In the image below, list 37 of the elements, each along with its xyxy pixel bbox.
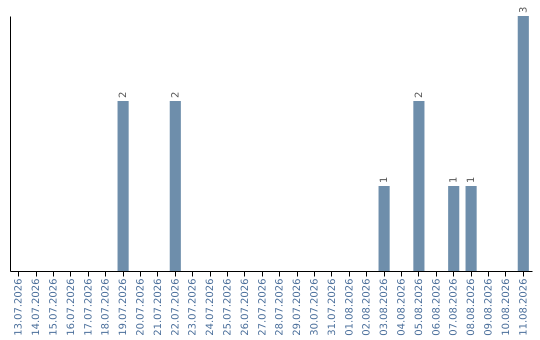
x-tick-label: 17.07.2026 (83, 278, 94, 336)
x-tick-label: 30.07.2026 (310, 278, 320, 336)
x-tick-label: 04.08.2026 (396, 278, 408, 336)
data-label: 1 (379, 176, 390, 183)
x-tick-label: 03.08.2026 (379, 278, 390, 336)
x-tick-label: 14.07.2026 (31, 278, 42, 336)
x-tick-label: 18.07.2026 (100, 278, 112, 336)
x-tick-label: 09.08.2026 (484, 278, 494, 336)
data-label: 2 (170, 92, 182, 98)
x-tick-label: 13.07.2026 (14, 278, 25, 336)
x-tick-label: 25.07.2026 (222, 278, 234, 336)
x-tick-label: 01.08.2026 (344, 278, 356, 336)
x-tick-label: 23.07.2026 (188, 278, 199, 336)
data-label: 2 (414, 92, 425, 98)
x-tick-label: 10.08.2026 (500, 278, 512, 336)
x-tick-label: 20.07.2026 (136, 278, 146, 336)
x-tick-label: 05.08.2026 (414, 278, 425, 336)
x-tick-label: 22.07.2026 (170, 278, 182, 336)
x-tick-label: 29.07.2026 (292, 278, 304, 336)
x-tick-label: 07.08.2026 (448, 278, 460, 336)
x-tick-label: 21.07.2026 (152, 278, 164, 336)
data-label: 1 (466, 176, 478, 183)
x-tick-label: 28.07.2026 (274, 278, 286, 336)
x-tick-label: 31.07.2026 (326, 278, 338, 336)
x-tick-label: 26.07.2026 (240, 278, 251, 336)
x-tick-label: 02.08.2026 (362, 278, 373, 336)
data-label: 3 (518, 6, 530, 13)
x-tick-label: 27.07.2026 (257, 278, 268, 336)
x-tick-label: 19.07.2026 (118, 278, 130, 336)
data-label: 2 (118, 92, 130, 98)
x-tick-label: 11.08.2026 (518, 278, 530, 336)
x-tick-label: 06.08.2026 (431, 278, 442, 336)
data-label: 1 (448, 176, 460, 183)
x-tick-label: 08.08.2026 (466, 278, 478, 336)
x-tick-label: 24.07.2026 (205, 278, 216, 336)
x-tick-label: 16.07.2026 (66, 278, 77, 336)
x-tick-label: 15.07.2026 (48, 278, 60, 336)
